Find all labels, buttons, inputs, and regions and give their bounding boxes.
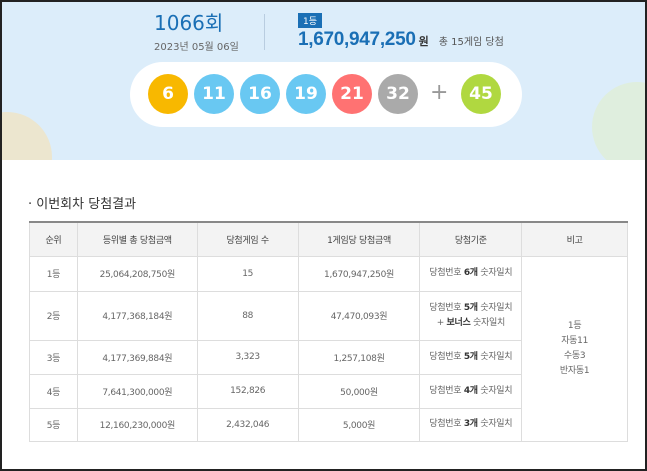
section-title: · 이번회차 당첨결과	[28, 197, 137, 212]
criteria-text: 당첨번호	[429, 385, 464, 396]
criteria-text: 숫자일치	[477, 385, 513, 396]
note-line: 자동11	[561, 335, 588, 346]
criteria-text: 당첨번호	[429, 419, 464, 429]
total-cell: 12,160,230,000원	[76, 407, 198, 442]
rank-cell: 3등	[29, 339, 78, 375]
header-rank: 순위	[29, 221, 78, 257]
criteria-text: 당첨번호	[429, 302, 464, 313]
table-row: 1등 25,064,208,750원 15 1,670,947,250원 당첨번호 6개…	[29, 255, 628, 442]
prize-unit: 원	[418, 35, 429, 48]
criteria-text: 숫자일치	[477, 419, 513, 429]
winning-games: 총 15게임 당첨	[438, 37, 504, 48]
number-ball: 16	[240, 74, 280, 114]
criteria-cell: 당첨번호 3개 숫자일치	[419, 407, 523, 442]
table-row: 5등 12,160,230,000원 2,432,046 5,000원 당첨번호 3개 …	[29, 407, 628, 442]
per-game-cell: 5,000원	[297, 407, 421, 442]
bonus-ball: 45	[461, 74, 501, 114]
number-ball: 6	[148, 74, 188, 114]
draw-number: 1066회	[154, 11, 224, 35]
rank-cell: 4등	[29, 373, 78, 409]
divider	[264, 14, 265, 50]
header-per-game: 1게임당 당첨금액	[297, 221, 421, 257]
draw-banner: 1066회 2023년 05월 06일 1등 1,670,947,250 원 총…	[2, 2, 645, 160]
criteria-text: 숫자일치	[477, 268, 513, 278]
decor-circle	[2, 112, 52, 160]
rank-cell: 1등	[29, 255, 78, 292]
table-row: 3등 4,177,369,884원 3,323 1,257,108원 당첨번호 5개 숫…	[29, 339, 628, 375]
count-cell: 3,323	[196, 339, 299, 375]
criteria-cell: 당첨번호 4개 숫자일치	[419, 373, 523, 409]
plus-sign: +	[430, 80, 449, 105]
header-total: 등위별 총 당첨금액	[76, 221, 198, 257]
criteria-count: 5개	[463, 351, 478, 362]
criteria-cell: 당첨번호 5개 숫자일치 + 보너스 숫자일치	[419, 290, 523, 341]
total-cell: 7,641,300,000원	[76, 373, 198, 409]
criteria-count: 6개	[463, 268, 478, 278]
table-row: 2등 4,177,368,184원 88 47,470,093원 당첨번호 5개 숫자일…	[29, 290, 628, 341]
total-cell: 4,177,369,884원	[76, 339, 198, 375]
per-game-cell: 50,000원	[297, 373, 421, 409]
bonus-text: +	[436, 317, 447, 328]
criteria-text: 숫자일치	[477, 351, 513, 362]
bonus-text: 숫자일치	[470, 317, 505, 328]
criteria-count: 3개	[463, 419, 478, 429]
table-row: 4등 7,641,300,000원 152,826 50,000원 당첨번호 4개 숫자…	[29, 373, 628, 409]
criteria-text: 당첨번호	[429, 268, 464, 278]
count-cell: 15	[196, 255, 299, 292]
per-game-cell: 1,257,108원	[297, 339, 421, 375]
rank-cell: 2등	[29, 290, 78, 341]
criteria-count: 4개	[463, 385, 478, 396]
number-ball: 19	[286, 74, 326, 114]
criteria-cell: 당첨번호 6개 숫자일치	[419, 255, 523, 292]
criteria-count: 5개	[463, 302, 478, 313]
count-cell: 88	[196, 290, 299, 341]
note-line: 1등	[567, 320, 582, 331]
bonus-label: 보너스	[446, 317, 471, 328]
results-table: 순위 등위별 총 당첨금액 당첨게임 수 1게임당 당첨금액 당첨기준 비고 1…	[29, 221, 628, 442]
header-count: 당첨게임 수	[196, 221, 299, 257]
per-game-cell: 1,670,947,250원	[297, 255, 421, 292]
number-ball: 21	[332, 74, 372, 114]
note-line: 수동3	[563, 350, 586, 361]
decor-circle	[592, 82, 645, 160]
draw-date: 2023년 05월 06일	[154, 42, 239, 53]
note-line: 반자동1	[559, 365, 590, 376]
total-cell: 25,064,208,750원	[76, 255, 198, 292]
criteria-text: 숫자일치	[477, 302, 513, 313]
per-game-cell: 47,470,093원	[297, 290, 421, 341]
number-ball: 11	[194, 74, 234, 114]
header-note: 비고	[521, 221, 628, 257]
first-prize-amount: 1,670,947,250 원 총 15게임 당첨	[298, 29, 504, 51]
criteria-text: 당첨번호	[429, 351, 464, 362]
header-criteria: 당첨기준	[419, 221, 523, 257]
count-cell: 152,826	[196, 373, 299, 409]
number-ball: 32	[378, 74, 418, 114]
rank-badge: 1등	[298, 13, 323, 28]
prize-value: 1,670,947,250	[298, 29, 416, 50]
total-cell: 4,177,368,184원	[76, 290, 198, 341]
count-cell: 2,432,046	[196, 407, 299, 442]
rank-cell: 5등	[29, 407, 78, 442]
criteria-cell: 당첨번호 5개 숫자일치	[419, 339, 523, 375]
